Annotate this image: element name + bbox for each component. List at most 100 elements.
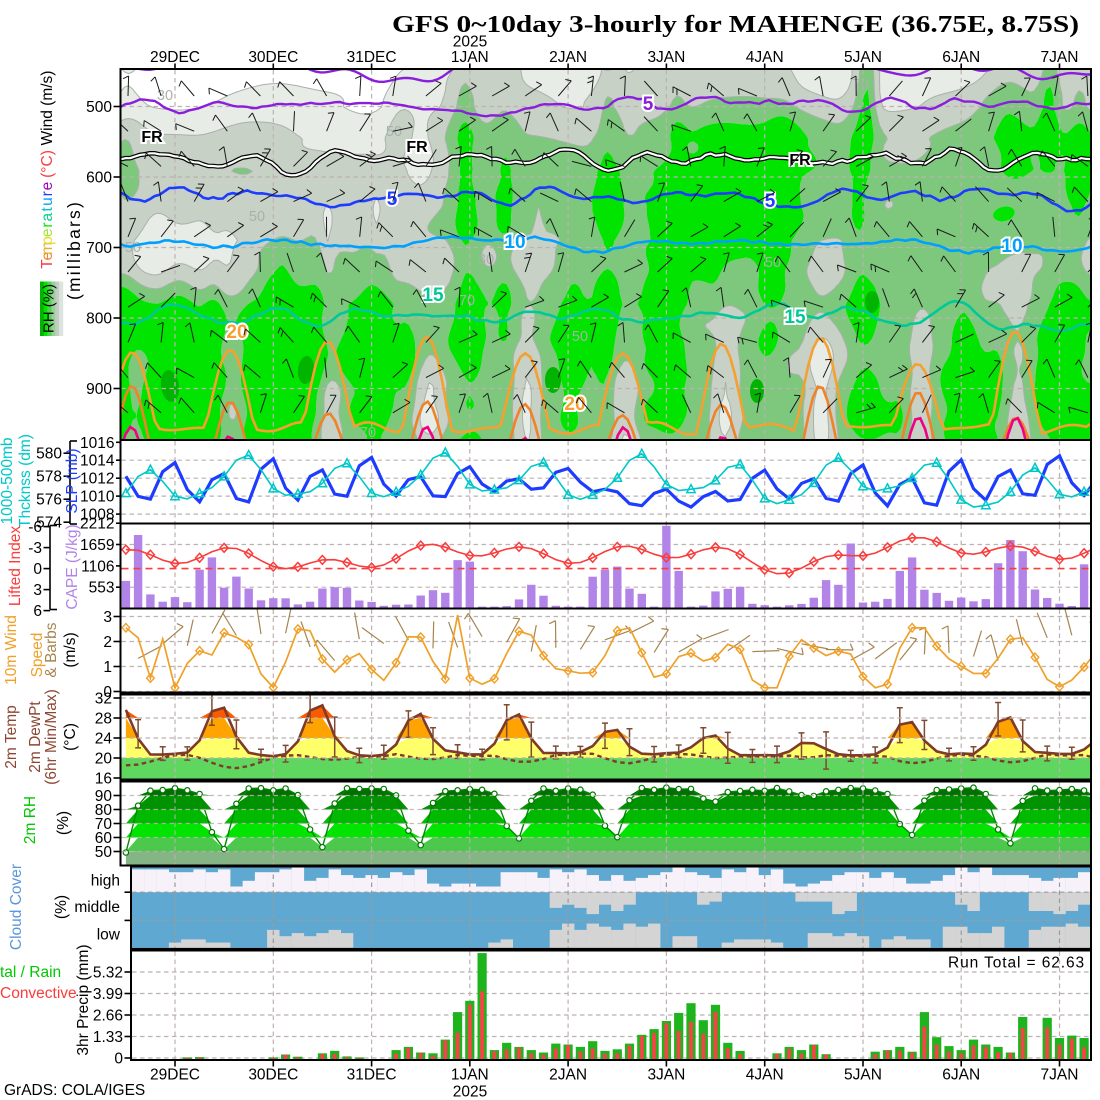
svg-text:FR: FR	[141, 129, 163, 146]
svg-text:2025: 2025	[453, 34, 487, 51]
svg-text:1106: 1106	[81, 558, 114, 575]
svg-text:576: 576	[36, 492, 62, 509]
svg-text:e: e	[39, 252, 56, 261]
svg-text:80: 80	[95, 802, 113, 819]
svg-text:578: 578	[36, 469, 62, 486]
svg-text:20: 20	[564, 394, 585, 415]
svg-text:6JAN: 6JAN	[942, 1067, 980, 1084]
svg-text:5: 5	[765, 191, 776, 212]
svg-text:(°C): (°C)	[62, 723, 79, 751]
svg-text:28: 28	[95, 711, 112, 728]
svg-text:3JAN: 3JAN	[647, 49, 685, 66]
svg-text:5: 5	[387, 189, 398, 210]
svg-text:580: 580	[36, 446, 62, 463]
svg-text:1JAN: 1JAN	[451, 1067, 489, 1084]
svg-text:5JAN: 5JAN	[844, 1067, 882, 1084]
svg-text:2JAN: 2JAN	[549, 49, 587, 66]
svg-text:29DEC: 29DEC	[150, 49, 200, 66]
svg-text:& Barbs: & Barbs	[43, 622, 60, 677]
svg-text:r: r	[39, 191, 56, 196]
svg-text:FR: FR	[406, 139, 428, 156]
svg-text:20: 20	[226, 322, 247, 343]
svg-text:90: 90	[95, 788, 113, 805]
svg-text:0: 0	[114, 1051, 123, 1068]
svg-text:FR: FR	[789, 152, 811, 169]
svg-text:2m RH: 2m RH	[22, 796, 39, 844]
svg-text:50: 50	[386, 124, 402, 140]
svg-text:tal / Rain: tal / Rain	[0, 964, 61, 981]
svg-text:574: 574	[36, 515, 62, 532]
svg-text:3hr Precip (mm): 3hr Precip (mm)	[75, 944, 92, 1055]
svg-text:31DEC: 31DEC	[347, 49, 397, 66]
svg-text:GFS 0~10day 3-hourly for MAHEN: GFS 0~10day 3-hourly for MAHENGE (36.75E…	[392, 12, 1079, 38]
svg-text:600: 600	[86, 170, 112, 187]
svg-text:30DEC: 30DEC	[248, 49, 298, 66]
svg-text:10: 10	[1001, 236, 1022, 257]
svg-text:553: 553	[89, 580, 115, 597]
svg-text:r: r	[39, 222, 56, 227]
svg-text:Wind (m/s): Wind (m/s)	[39, 71, 56, 146]
svg-text:e: e	[39, 228, 56, 237]
svg-text:Run Total = 62.63: Run Total = 62.63	[948, 955, 1085, 972]
svg-text:30: 30	[990, 338, 1006, 354]
svg-text:800: 800	[86, 311, 112, 328]
svg-text:low: low	[97, 927, 121, 944]
svg-text:RH (%): RH (%)	[41, 284, 58, 333]
svg-text:1012: 1012	[80, 471, 114, 488]
svg-text:SLP (mb): SLP (mb)	[64, 448, 81, 513]
svg-text:Convective: Convective	[0, 985, 77, 1002]
svg-text:1000-500mb: 1000-500mb	[0, 437, 16, 524]
svg-text:(6hr Min/Max): (6hr Min/Max)	[43, 689, 60, 785]
svg-text:3: 3	[103, 609, 112, 626]
svg-text:50: 50	[95, 844, 113, 861]
svg-text:50: 50	[249, 209, 265, 225]
svg-text:31DEC: 31DEC	[347, 1067, 397, 1084]
svg-text:1659: 1659	[80, 537, 114, 554]
svg-text:p: p	[39, 236, 56, 245]
svg-text:2.66: 2.66	[93, 1008, 123, 1025]
svg-text:(millibars): (millibars)	[64, 200, 84, 300]
svg-text:30: 30	[157, 88, 173, 104]
svg-text:900: 900	[86, 381, 112, 398]
svg-text:32: 32	[95, 691, 112, 708]
svg-text:2m Temp: 2m Temp	[3, 705, 20, 768]
svg-text:2212: 2212	[80, 516, 114, 533]
svg-text:70: 70	[459, 293, 475, 309]
svg-text:3.99: 3.99	[93, 986, 123, 1003]
svg-text:7JAN: 7JAN	[1041, 1067, 1079, 1084]
svg-text:70: 70	[95, 816, 113, 833]
svg-text:15: 15	[784, 307, 806, 328]
svg-text:middle: middle	[74, 899, 120, 916]
svg-text:(%): (%)	[55, 811, 72, 835]
svg-text:60: 60	[95, 830, 113, 847]
svg-text:50: 50	[125, 240, 141, 256]
svg-text:6JAN: 6JAN	[942, 49, 980, 66]
svg-text:e: e	[39, 182, 56, 191]
svg-text:2m DewPt: 2m DewPt	[27, 701, 44, 773]
svg-text:30DEC: 30DEC	[248, 1067, 298, 1084]
svg-text:u: u	[39, 197, 56, 206]
svg-text:(°C): (°C)	[39, 150, 56, 178]
svg-text:t: t	[39, 207, 56, 212]
svg-text:24: 24	[95, 731, 113, 748]
svg-text:T: T	[39, 259, 56, 269]
svg-text:7JAN: 7JAN	[1041, 49, 1079, 66]
svg-text:500: 500	[86, 99, 112, 116]
svg-text:Speed: Speed	[29, 633, 46, 678]
svg-text:10: 10	[504, 232, 525, 253]
svg-text:GrADS: COLA/IGES: GrADS: COLA/IGES	[4, 1082, 145, 1099]
svg-text:5.32: 5.32	[93, 965, 123, 982]
svg-text:high: high	[91, 873, 120, 890]
svg-text:0: 0	[33, 561, 42, 578]
svg-text:Cloud Cover: Cloud Cover	[8, 864, 25, 950]
svg-text:3JAN: 3JAN	[647, 1067, 685, 1084]
svg-text:1010: 1010	[80, 489, 115, 506]
svg-text:m: m	[39, 242, 56, 255]
svg-text:1014: 1014	[80, 453, 115, 470]
svg-text:16: 16	[95, 771, 112, 788]
svg-text:2: 2	[103, 634, 112, 651]
svg-text:(m/s): (m/s)	[62, 632, 79, 667]
svg-text:4JAN: 4JAN	[746, 49, 784, 66]
svg-text:6: 6	[33, 603, 42, 620]
svg-text:0: 0	[103, 684, 112, 701]
